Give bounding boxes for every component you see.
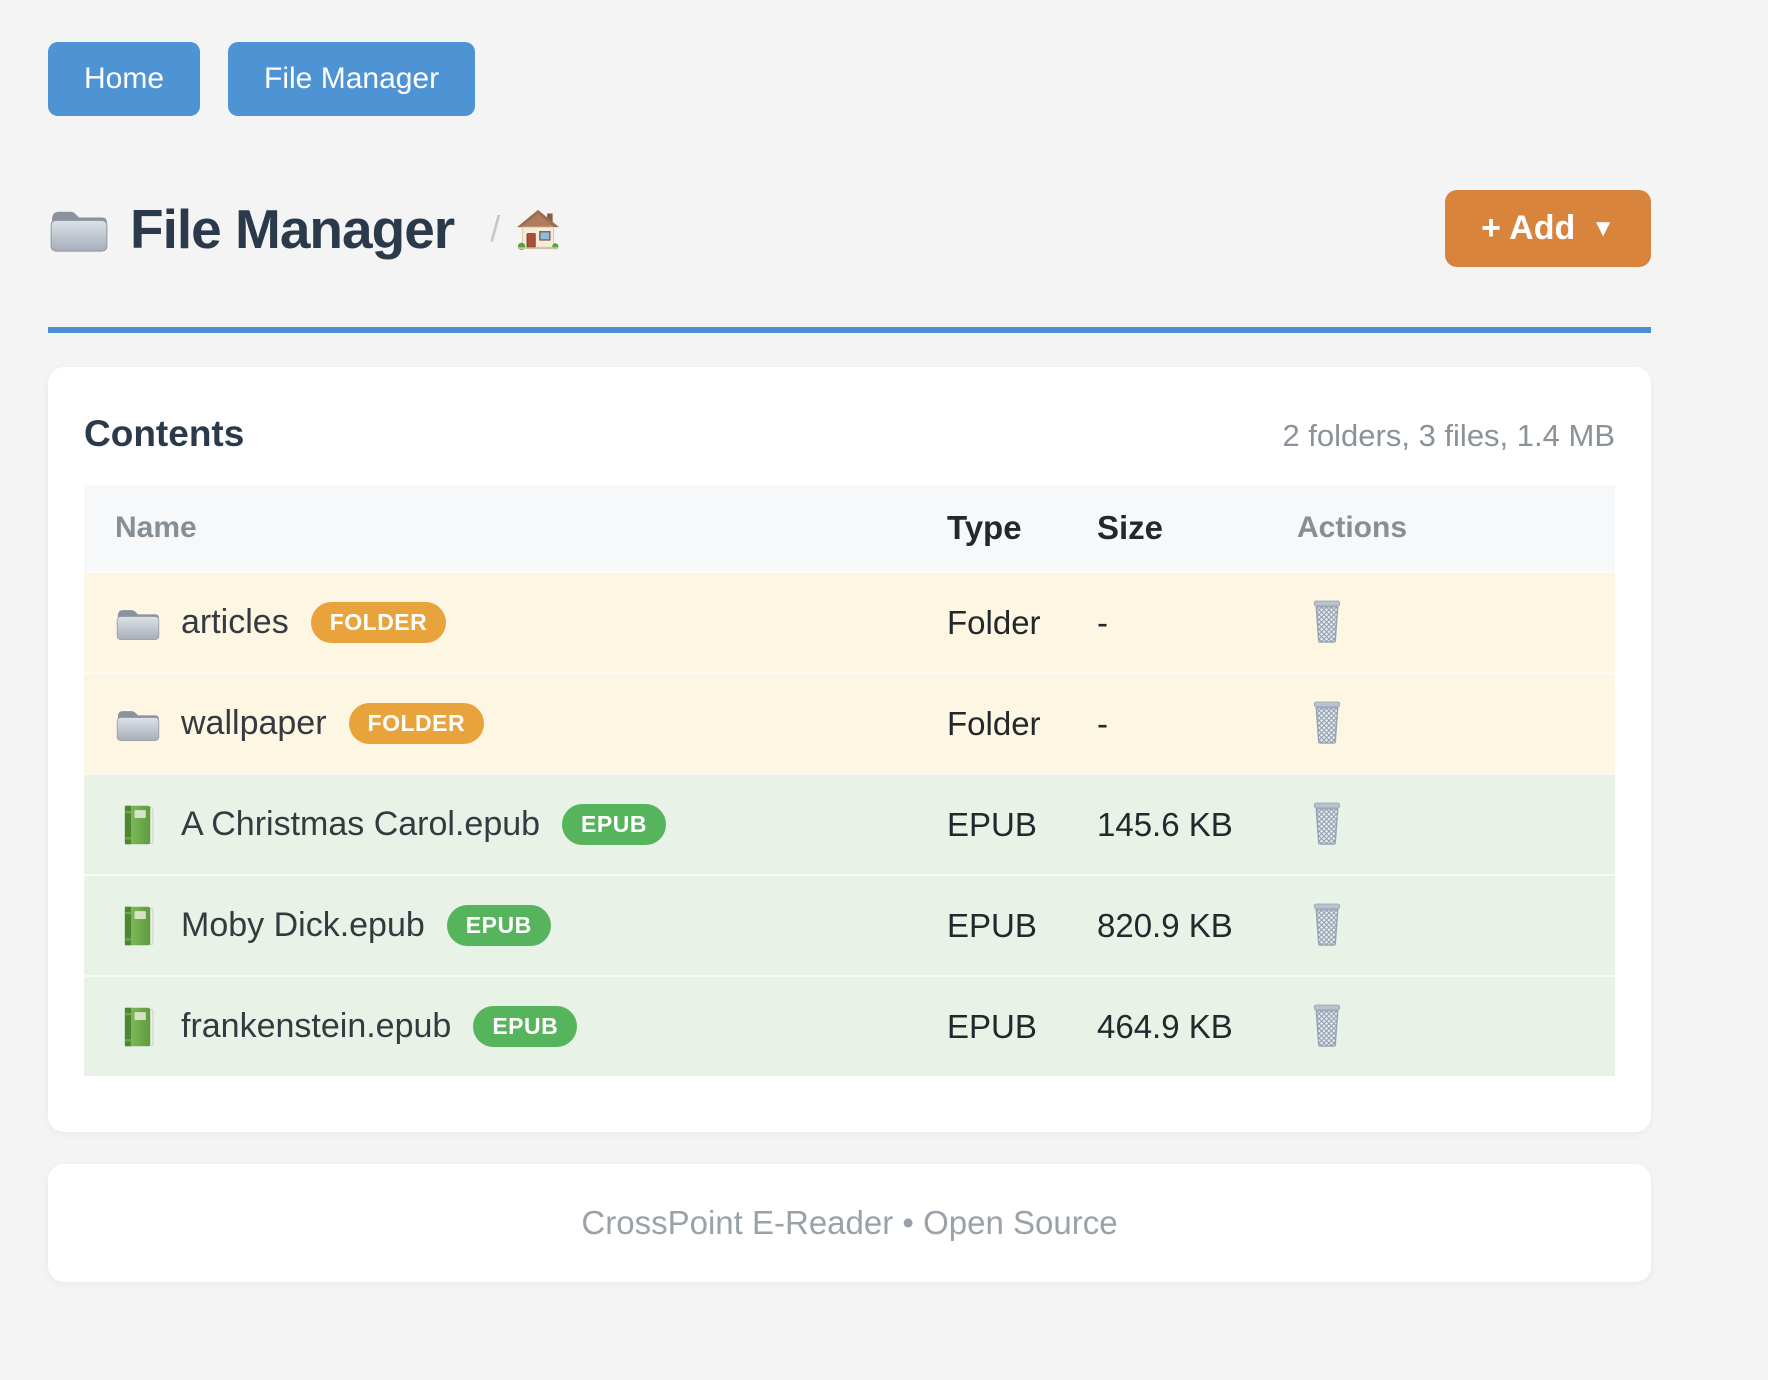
file-size: -: [1097, 704, 1108, 742]
delete-button[interactable]: [1297, 598, 1345, 643]
file-type: Folder: [947, 603, 1041, 641]
file-type: EPUB: [947, 805, 1037, 843]
page-header: File Manager / + Add ▼: [48, 190, 1651, 267]
file-type-badge: FOLDER: [310, 601, 447, 644]
contents-heading: Contents: [84, 413, 245, 454]
file-name: frankenstein.epub: [181, 1007, 452, 1045]
table-row[interactable]: frankenstein.epub EPUB EPUB 464.9 KB: [84, 975, 1615, 1076]
column-header-actions: Actions: [1297, 511, 1408, 544]
breadcrumb-separator: /: [490, 207, 501, 249]
file-name: A Christmas Carol.epub: [181, 805, 541, 843]
column-header-name: Name: [115, 511, 197, 544]
actions-cell: [1285, 699, 1615, 749]
file-type-badge: FOLDER: [348, 702, 485, 745]
title-divider: [48, 327, 1651, 333]
folder-icon: [48, 204, 110, 254]
file-name: articles: [181, 603, 289, 641]
file-type: EPUB: [947, 906, 1037, 944]
home-icon[interactable]: [516, 208, 560, 250]
folder-icon: [115, 602, 161, 644]
file-type: EPUB: [947, 1007, 1037, 1045]
book-icon: [115, 804, 161, 846]
trash-icon: [1309, 802, 1345, 845]
delete-button[interactable]: [1297, 1002, 1345, 1047]
contents-card: Contents 2 folders, 3 files, 1.4 MB Name…: [48, 367, 1651, 1132]
folder-icon: [115, 703, 161, 745]
file-size: 464.9 KB: [1097, 1007, 1233, 1045]
page: Home File Manager File Manager / + Add ▼…: [48, 42, 1651, 1282]
delete-button[interactable]: [1297, 699, 1345, 744]
name-cell: A Christmas Carol.epub EPUB: [84, 803, 935, 846]
trash-icon: [1309, 701, 1345, 744]
table-row[interactable]: Moby Dick.epub EPUB EPUB 820.9 KB: [84, 874, 1615, 975]
page-title: File Manager: [130, 197, 455, 260]
column-header-size: Size: [1097, 509, 1164, 546]
name-cell: Moby Dick.epub EPUB: [84, 904, 935, 947]
trash-icon: [1309, 903, 1345, 946]
add-button[interactable]: + Add ▼: [1445, 190, 1651, 267]
actions-cell: [1285, 901, 1615, 951]
file-type-badge: EPUB: [446, 904, 551, 947]
file-table: Name Type Size Actions articles FOLDER F…: [84, 485, 1615, 1076]
nav-file-manager-button[interactable]: File Manager: [228, 42, 476, 116]
file-table-body: articles FOLDER Folder - wallpaper FOLDE…: [84, 571, 1615, 1076]
trash-icon: [1309, 600, 1345, 643]
table-row[interactable]: A Christmas Carol.epub EPUB EPUB 145.6 K…: [84, 773, 1615, 874]
trash-icon: [1309, 1004, 1345, 1047]
file-size: 820.9 KB: [1097, 906, 1233, 944]
contents-summary: 2 folders, 3 files, 1.4 MB: [1282, 418, 1615, 453]
top-nav: Home File Manager: [48, 42, 1651, 116]
file-name: wallpaper: [181, 704, 327, 742]
nav-home-button[interactable]: Home: [48, 42, 201, 116]
contents-card-header: Contents 2 folders, 3 files, 1.4 MB: [84, 413, 1615, 455]
file-type-badge: EPUB: [473, 1005, 578, 1048]
add-button-label: + Add: [1481, 209, 1576, 247]
file-type-badge: EPUB: [562, 803, 666, 846]
footer: CrossPoint E-Reader • Open Source: [48, 1164, 1651, 1282]
table-row[interactable]: articles FOLDER Folder -: [84, 571, 1615, 672]
file-type: Folder: [947, 704, 1041, 742]
actions-cell: [1285, 800, 1615, 850]
breadcrumb: /: [490, 208, 560, 250]
table-row[interactable]: wallpaper FOLDER Folder -: [84, 672, 1615, 773]
name-cell: wallpaper FOLDER: [84, 702, 935, 745]
book-icon: [115, 905, 161, 947]
file-size: 145.6 KB: [1097, 805, 1233, 843]
actions-cell: [1285, 598, 1615, 648]
actions-cell: [1285, 1002, 1615, 1052]
delete-button[interactable]: [1297, 901, 1345, 946]
delete-button[interactable]: [1297, 800, 1345, 845]
name-cell: articles FOLDER: [84, 601, 935, 644]
file-name: Moby Dick.epub: [181, 906, 425, 944]
book-icon: [115, 1006, 161, 1048]
name-cell: frankenstein.epub EPUB: [84, 1005, 935, 1048]
file-size: -: [1097, 603, 1108, 641]
file-table-header: Name Type Size Actions: [84, 485, 1615, 571]
column-header-type: Type: [947, 509, 1022, 546]
footer-text: CrossPoint E-Reader • Open Source: [581, 1204, 1118, 1241]
chevron-down-icon: ▼: [1591, 214, 1615, 242]
